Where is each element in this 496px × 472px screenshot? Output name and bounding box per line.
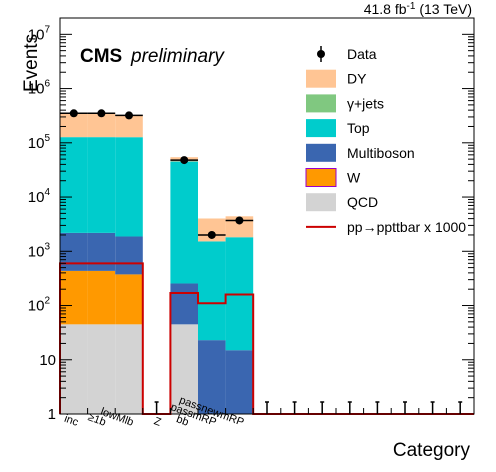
bar-multiboson-5 bbox=[198, 340, 226, 414]
legend-swatch-dy bbox=[306, 69, 336, 88]
bar-multiboson-6 bbox=[225, 350, 254, 414]
bar-top-1 bbox=[87, 137, 116, 233]
x-axis-title: Category bbox=[393, 440, 471, 461]
legend-marker-data bbox=[317, 50, 325, 58]
x-category-label-3: Z bbox=[152, 415, 163, 429]
data-point-0 bbox=[69, 109, 78, 118]
bar-multiboson-2 bbox=[115, 236, 143, 275]
legend-label-pp-ppttbar-x-1000: pp→ppttbar x 1000 bbox=[347, 219, 466, 235]
legend-label--jets: γ+jets bbox=[347, 95, 384, 111]
y-axis-title: Events bbox=[21, 34, 42, 92]
y-tick-label-5: 105 bbox=[28, 133, 51, 152]
legend-swatch-top bbox=[306, 119, 336, 138]
x-category-label-1: ≥1b bbox=[86, 411, 107, 429]
legend-label-top: Top bbox=[347, 120, 370, 136]
legend-label-data: Data bbox=[347, 46, 377, 62]
legend-swatch--jets bbox=[306, 94, 336, 113]
legend-swatch-multiboson bbox=[306, 143, 336, 162]
bar-qcd-4 bbox=[170, 324, 198, 414]
bar-w-2 bbox=[115, 274, 143, 325]
lumi-label: 41.8 fb-1 (13 TeV) bbox=[364, 1, 472, 17]
legend-label-dy: DY bbox=[347, 71, 367, 87]
data-point-2 bbox=[125, 111, 133, 120]
bar-w-1 bbox=[87, 270, 116, 325]
y-tick-label-0: 1 bbox=[48, 406, 56, 423]
bar-top-5 bbox=[198, 241, 226, 341]
bar-dy-2 bbox=[115, 114, 143, 138]
bar-qcd-0 bbox=[60, 324, 88, 414]
y-tick-label-6: 106 bbox=[28, 79, 51, 98]
y-tick-label-7: 107 bbox=[28, 24, 51, 43]
y-tick-label-1: 10 bbox=[39, 352, 56, 369]
bar-w-0 bbox=[60, 270, 88, 325]
bar-dy-6 bbox=[225, 216, 254, 238]
bar-top-4 bbox=[170, 161, 198, 284]
bar-qcd-2 bbox=[115, 324, 143, 414]
x-category-label-4: bb bbox=[175, 413, 191, 428]
plot-frame bbox=[59, 17, 475, 415]
experiment-label: CMS bbox=[80, 46, 122, 67]
y-tick-label-4: 104 bbox=[28, 187, 51, 206]
legend-label-qcd: QCD bbox=[347, 194, 378, 210]
bar-top-2 bbox=[115, 137, 143, 237]
data-point-6 bbox=[235, 216, 244, 225]
x-category-label-0: inc bbox=[63, 413, 81, 429]
legend-swatch-w bbox=[305, 168, 337, 187]
y-tick-label-3: 103 bbox=[28, 241, 51, 260]
y-axis: 1 10 102 103 104 105 106 107 bbox=[28, 24, 474, 423]
data-point-1 bbox=[97, 109, 106, 118]
bar-multiboson-4 bbox=[170, 283, 198, 325]
legend-swatch-qcd bbox=[306, 193, 336, 212]
data-point-5 bbox=[207, 230, 216, 239]
bar-multiboson-1 bbox=[87, 232, 116, 271]
legend: Data DY γ+jets Top Multiboson W QCD pp→ppttbar … bbox=[305, 46, 466, 235]
data-point-4 bbox=[180, 156, 189, 165]
data-points bbox=[60, 109, 463, 414]
bar-top-0 bbox=[60, 137, 88, 233]
y-tick-label-2: 102 bbox=[28, 296, 51, 315]
bar-qcd-1 bbox=[87, 324, 116, 414]
status-label: preliminary bbox=[130, 46, 225, 67]
bar-multiboson-0 bbox=[60, 232, 88, 271]
legend-label-w: W bbox=[347, 170, 361, 186]
legend-label-multiboson: Multiboson bbox=[347, 145, 415, 161]
